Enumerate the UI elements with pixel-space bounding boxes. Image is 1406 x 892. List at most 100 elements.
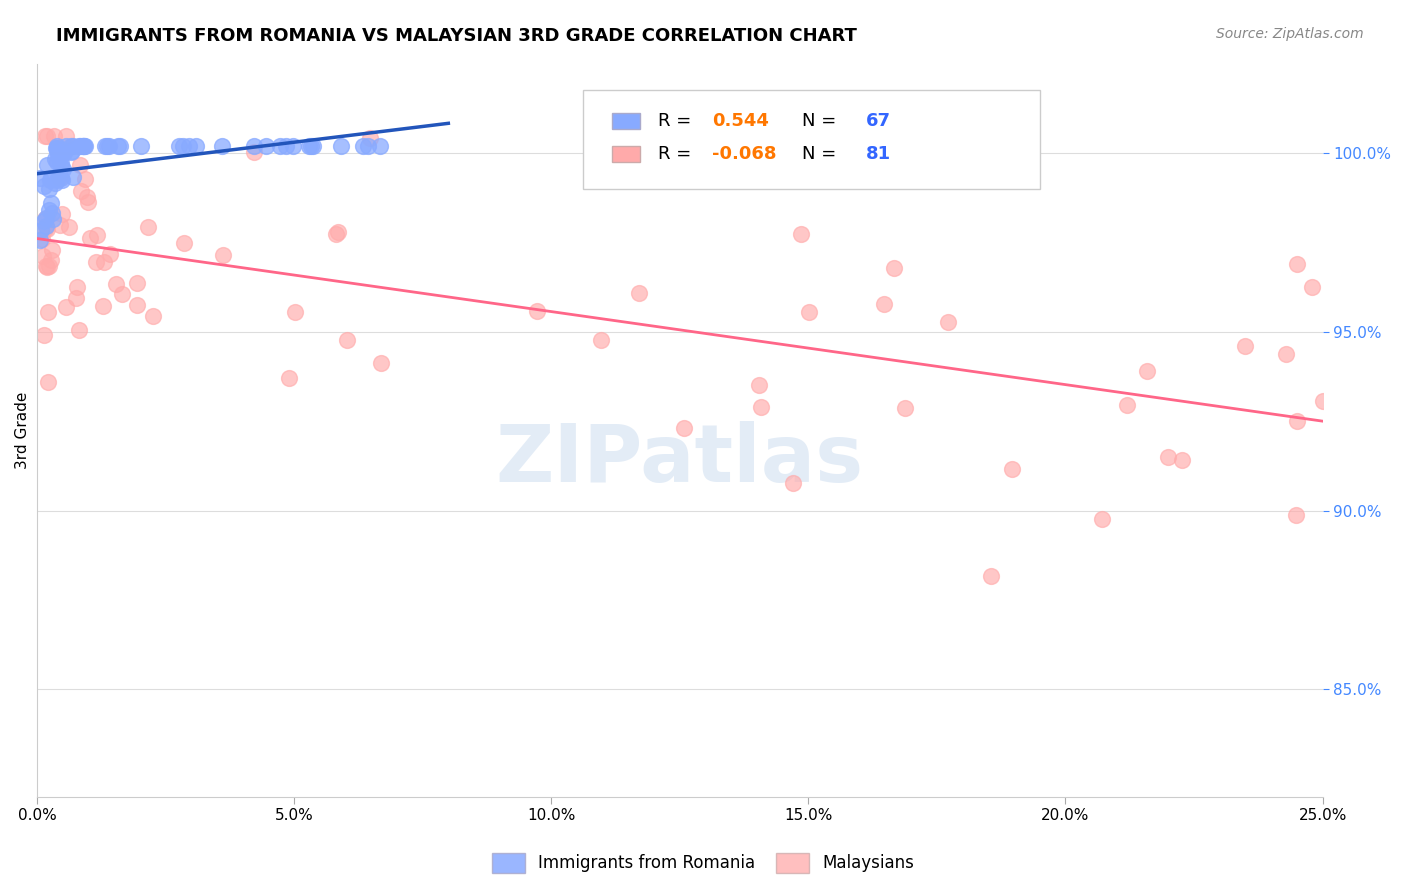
Point [98, 247, 121, 261]
Point [34, 219, 56, 233]
Point [41, 206, 63, 220]
Point [51, 170, 73, 185]
Point [93, 255, 115, 269]
Point [269, 139, 291, 153]
Text: 81: 81 [866, 145, 891, 163]
Point [1116, 398, 1139, 412]
Point [127, 277, 149, 291]
Point [53, 144, 76, 158]
Point [1312, 394, 1334, 409]
Point [51, 173, 73, 187]
Point [1285, 257, 1308, 271]
Point [75, 139, 97, 153]
Point [212, 248, 235, 262]
Point [38, 182, 60, 196]
Point [37, 260, 59, 274]
FancyBboxPatch shape [583, 90, 1040, 188]
Point [73, 171, 96, 186]
Point [277, 371, 299, 385]
Point [45, 143, 67, 157]
Point [41, 243, 63, 257]
Point [173, 235, 195, 250]
Point [37, 158, 59, 172]
Point [936, 315, 959, 329]
Point [51, 207, 73, 221]
Point [37, 305, 59, 319]
Point [368, 139, 391, 153]
Point [39, 252, 62, 267]
Point [589, 333, 612, 347]
Point [37, 221, 59, 235]
Point [55, 128, 77, 143]
Point [1285, 415, 1308, 429]
Point [39, 173, 62, 187]
Point [65, 291, 87, 305]
Point [30, 223, 52, 237]
Point [1234, 339, 1257, 353]
Point [35, 219, 58, 233]
Point [69, 139, 91, 153]
Legend: Immigrants from Romania, Malaysians: Immigrants from Romania, Malaysians [485, 847, 921, 880]
Text: N =: N = [801, 112, 842, 130]
Point [125, 298, 148, 312]
Point [76, 195, 98, 210]
Point [70, 184, 93, 198]
Point [526, 304, 548, 318]
Point [352, 139, 374, 153]
Point [1301, 280, 1323, 294]
Point [46, 149, 69, 163]
Point [108, 139, 131, 153]
Point [49, 159, 72, 173]
Point [31, 232, 53, 246]
Text: ZIPatlas: ZIPatlas [496, 421, 863, 499]
Text: R =: R = [658, 112, 697, 130]
Point [283, 139, 305, 153]
Point [894, 401, 917, 415]
Point [72, 139, 94, 153]
Point [96, 139, 118, 153]
Point [243, 139, 266, 153]
Point [59, 139, 82, 153]
Point [35, 259, 58, 273]
Point [98, 139, 121, 153]
Point [299, 139, 322, 153]
Point [72, 139, 94, 153]
Point [34, 222, 56, 236]
Text: -0.068: -0.068 [711, 145, 776, 163]
Point [298, 139, 321, 153]
Point [1274, 346, 1296, 360]
Point [34, 128, 56, 143]
Point [73, 139, 96, 153]
Point [35, 128, 58, 143]
Point [60, 145, 83, 159]
Point [35, 211, 58, 225]
Text: 67: 67 [866, 112, 891, 130]
Point [243, 145, 266, 159]
Point [94, 139, 117, 153]
Point [129, 139, 152, 153]
Point [53, 145, 76, 160]
Point [799, 305, 821, 319]
Point [72, 139, 94, 153]
Point [172, 139, 194, 153]
Point [46, 173, 69, 187]
Point [330, 139, 353, 153]
Point [782, 476, 804, 491]
Point [32, 249, 55, 263]
Point [30, 233, 52, 247]
Point [107, 139, 129, 153]
Point [66, 280, 89, 294]
Point [46, 139, 69, 153]
Point [48, 218, 70, 232]
Point [52, 161, 75, 176]
Point [1285, 508, 1308, 523]
Point [1001, 462, 1024, 476]
Point [284, 304, 307, 318]
Point [49, 156, 72, 170]
Point [627, 285, 650, 300]
Point [1091, 512, 1114, 526]
Point [44, 152, 66, 166]
Point [62, 139, 84, 153]
Point [980, 569, 1002, 583]
Point [45, 141, 67, 155]
